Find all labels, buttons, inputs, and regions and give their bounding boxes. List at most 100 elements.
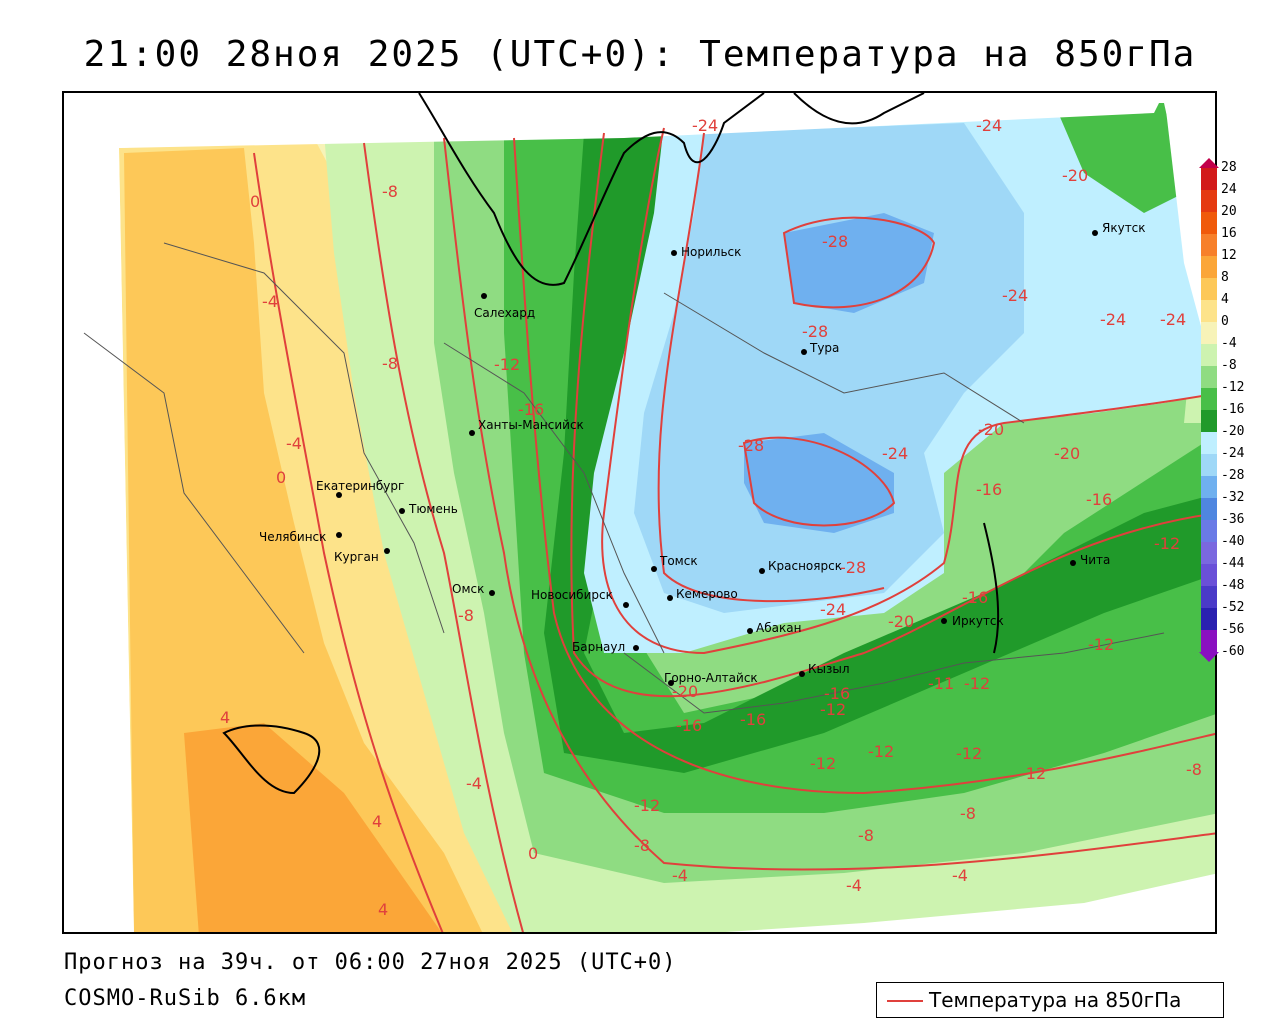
colorbar-tick-label: -48 xyxy=(1221,578,1245,593)
colorbar-tick-label: -52 xyxy=(1221,600,1245,615)
colorbar-tick-label: -8 xyxy=(1221,358,1237,373)
colorbar-tick-label: -16 xyxy=(1221,402,1245,417)
isotherm-label: -11 xyxy=(928,674,954,693)
border-line xyxy=(163,242,445,634)
city-dot xyxy=(336,492,342,498)
model-name: COSMO-RuSib 6.6км xyxy=(64,986,307,1011)
city-dot xyxy=(489,590,495,596)
colorbar-tick-label: 20 xyxy=(1221,204,1237,219)
colorbar-swatch xyxy=(1201,322,1217,344)
colorbar-tick-label: -36 xyxy=(1221,512,1245,527)
isotherm-label: -4 xyxy=(466,774,482,793)
colorbar-swatches xyxy=(1199,158,1219,662)
isotherm-label: -8 xyxy=(960,804,976,823)
isotherm-line xyxy=(601,127,1215,655)
city-dot xyxy=(1092,230,1098,236)
isotherm-label: -12 xyxy=(868,742,894,761)
forecast-info: Прогноз на 39ч. от 06:00 27ноя 2025 (UTC… xyxy=(64,950,677,975)
colorbar-tick-label: 12 xyxy=(1221,248,1237,263)
border-line xyxy=(663,292,1025,424)
coastline xyxy=(418,93,765,286)
city-label: Красноярск xyxy=(768,559,842,573)
isotherm-line xyxy=(742,436,896,527)
isotherm-label: -16 xyxy=(824,684,850,703)
isotherm-label: -12 xyxy=(810,754,836,773)
isotherm-labels: -24 -24 -20 -28 -24 -24 -24 -28 -28 -24 … xyxy=(220,116,1202,919)
isotherm-label: -24 xyxy=(820,600,846,619)
colorbar-tick-label: 4 xyxy=(1221,292,1229,307)
city-dot xyxy=(633,645,639,651)
isotherm-label: -28 xyxy=(840,558,866,577)
colorbar-swatch xyxy=(1201,410,1217,432)
admin-borders xyxy=(83,242,1165,714)
border-line xyxy=(443,342,665,654)
border-line xyxy=(83,332,305,654)
city-label: Якутск xyxy=(1102,221,1146,235)
colorbar-tick-label: 16 xyxy=(1221,226,1237,241)
city-label: Абакан xyxy=(756,621,801,635)
colorbar-tick-label: -40 xyxy=(1221,534,1245,549)
colorbar-swatch xyxy=(1201,454,1217,476)
colorbar-tick-label: -44 xyxy=(1221,556,1245,571)
colorbar-tick-label: 28 xyxy=(1221,160,1237,175)
city-dot xyxy=(651,566,657,572)
isotherm-label: -28 xyxy=(822,232,848,251)
city-dot xyxy=(1070,560,1076,566)
border-line xyxy=(623,632,1165,714)
domain-edge-top xyxy=(64,93,1164,148)
fill-zone-orange-2 xyxy=(184,723,442,932)
isotherm-lines xyxy=(253,127,1215,932)
coastlines xyxy=(222,93,1000,795)
city-dot xyxy=(336,532,342,538)
colorbar-tick-label: -56 xyxy=(1221,622,1245,637)
isotherm-label: -12 xyxy=(820,700,846,719)
isotherm-label: -4 xyxy=(846,876,862,895)
isotherm-line xyxy=(782,216,936,309)
city-dot xyxy=(941,618,947,624)
isotherm-label: -16 xyxy=(962,588,988,607)
city-dot xyxy=(384,548,390,554)
isotherm-label: -16 xyxy=(740,710,766,729)
colorbar-swatch xyxy=(1201,344,1217,366)
isotherm-line xyxy=(570,132,1215,698)
city-label: Томск xyxy=(659,554,698,568)
isotherm-label: -20 xyxy=(672,682,698,701)
legend-line-swatch xyxy=(887,1000,923,1002)
isotherm-label: -12 xyxy=(1020,764,1046,783)
colorbar-swatch xyxy=(1201,476,1217,498)
city-dot xyxy=(469,430,475,436)
coastline xyxy=(793,93,925,125)
colorbar-swatch xyxy=(1201,586,1217,608)
colorbar-swatch xyxy=(1201,300,1217,322)
isotherm-line xyxy=(657,132,885,603)
city-dot xyxy=(623,602,629,608)
city-dot xyxy=(747,628,753,634)
isotherm-label: -12 xyxy=(956,744,982,763)
isotherm-label: -16 xyxy=(1086,490,1112,509)
city-dot xyxy=(668,680,674,686)
colorbar-swatch xyxy=(1201,388,1217,410)
isotherm-label: -8 xyxy=(458,606,474,625)
fill-zone-cold-core-north xyxy=(784,213,934,313)
isotherm-label: -12 xyxy=(634,796,660,815)
isotherm-label: 4 xyxy=(220,708,230,727)
city-label: Кызыл xyxy=(808,662,850,676)
city-label: Чита xyxy=(1080,553,1110,567)
colorbar-swatch xyxy=(1201,168,1217,190)
isotherm-label: -24 xyxy=(1160,310,1186,329)
isotherm-label: -4 xyxy=(952,866,968,885)
colorbar-swatch xyxy=(1201,366,1217,388)
city-label: Челябинск xyxy=(259,530,326,544)
isotherm-label: -20 xyxy=(888,612,914,631)
isotherm-label: -8 xyxy=(382,182,398,201)
isotherm-label: -8 xyxy=(1186,760,1202,779)
temperature-map: Норильск Салехард Ханты-Мансийск Екатери… xyxy=(62,91,1217,934)
colorbar-swatch xyxy=(1201,212,1217,234)
coastline xyxy=(983,522,1000,654)
isotherm-label: -24 xyxy=(1002,286,1028,305)
isotherm-label: 4 xyxy=(372,812,382,831)
isotherm-label: -12 xyxy=(494,355,520,374)
map-canvas: Норильск Салехард Ханты-Мансийск Екатери… xyxy=(64,93,1215,932)
isotherm-label: -20 xyxy=(1062,166,1088,185)
city-label: Тюмень xyxy=(408,502,458,516)
